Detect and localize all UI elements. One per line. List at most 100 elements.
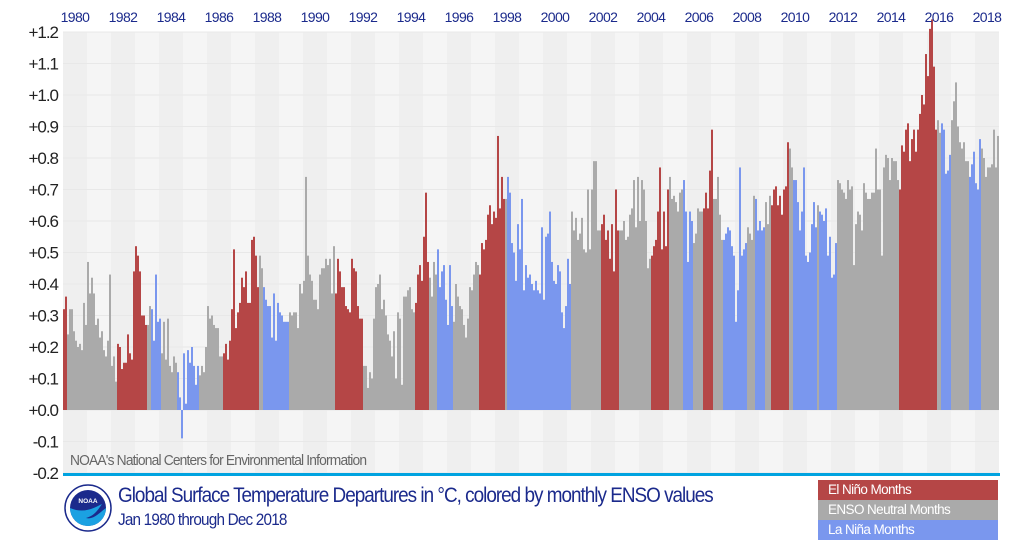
bar-2007-2 xyxy=(713,198,715,410)
bar-2002-1 xyxy=(591,189,593,410)
bar-1998-1 xyxy=(495,217,497,410)
bar-2003-4 xyxy=(621,230,623,410)
bar-2018-9 xyxy=(991,164,993,410)
bar-1985-11 xyxy=(203,372,205,410)
bar-2014-7 xyxy=(891,158,893,410)
bar-1989-5 xyxy=(287,321,289,410)
bar-2012-10 xyxy=(849,189,851,410)
bar-1989-9 xyxy=(295,312,297,410)
bar-2009-1 xyxy=(759,221,761,410)
bar-2002-4 xyxy=(597,230,599,410)
bar-2011-6 xyxy=(817,205,819,410)
bar-1987-6 xyxy=(241,277,243,410)
bar-1988-5 xyxy=(263,287,265,410)
bar-1986-5 xyxy=(215,328,217,410)
bar-2009-5 xyxy=(767,224,769,410)
bar-2004-2 xyxy=(641,180,643,410)
bar-2000-5 xyxy=(551,261,553,410)
bar-1983-8 xyxy=(149,306,151,410)
bar-1991-12 xyxy=(349,312,351,410)
bar-2000-11 xyxy=(563,328,565,410)
bar-1984-4 xyxy=(165,359,167,410)
bar-2010-11 xyxy=(803,167,805,410)
bar-2014-8 xyxy=(893,161,895,410)
bar-2016-6 xyxy=(937,120,939,410)
bar-1990-10 xyxy=(321,268,323,410)
bar-1991-10 xyxy=(345,306,347,410)
bar-2010-3 xyxy=(787,142,789,410)
bar-1991-3 xyxy=(331,293,333,410)
bar-2001-5 xyxy=(575,217,577,410)
bar-2015-2 xyxy=(905,129,907,410)
bar-2009-7 xyxy=(771,205,773,410)
bar-2013-1 xyxy=(855,224,857,410)
bar-2005-2 xyxy=(665,246,667,410)
bar-2016-12 xyxy=(949,154,951,410)
bar-2001-3 xyxy=(571,211,573,410)
bar-1997-4 xyxy=(477,265,479,410)
bar-1987-1 xyxy=(231,309,233,410)
bar-1994-6 xyxy=(409,287,411,410)
bar-1980-11 xyxy=(83,302,85,410)
bar-2014-2 xyxy=(881,255,883,410)
bar-1999-7 xyxy=(531,284,533,410)
bar-2001-7 xyxy=(579,233,581,410)
bar-1994-8 xyxy=(413,312,415,410)
bar-1998-3 xyxy=(499,208,501,410)
bar-1981-9 xyxy=(103,350,105,410)
bar-2016-4 xyxy=(933,66,935,411)
bar-1992-11 xyxy=(371,378,373,410)
bar-1989-1 xyxy=(279,312,281,410)
bar-1989-2 xyxy=(281,315,283,410)
y-tick-label: +1.0 xyxy=(28,86,58,105)
bar-2006-5 xyxy=(695,233,697,410)
bar-2000-12 xyxy=(565,306,567,410)
bar-1990-2 xyxy=(305,176,307,410)
bar-1982-9 xyxy=(127,334,129,410)
bar-1983-3 xyxy=(139,271,141,410)
chart-title: Global Surface Temperature Departures in… xyxy=(118,484,714,507)
bar-2005-8 xyxy=(677,211,679,410)
bar-1999-3 xyxy=(523,290,525,410)
bar-2011-3 xyxy=(811,224,813,410)
bar-2002-2 xyxy=(593,161,595,410)
bar-2000-6 xyxy=(553,280,555,410)
bar-1981-6 xyxy=(97,318,99,410)
bar-2014-11 xyxy=(899,189,901,410)
bar-2007-9 xyxy=(727,227,729,410)
bar-1986-2 xyxy=(209,318,211,410)
bar-1982-5 xyxy=(119,347,121,410)
bar-1981-5 xyxy=(95,324,97,410)
bar-2006-2 xyxy=(689,211,691,410)
bar-1980-3 xyxy=(67,334,69,410)
bar-1982-7 xyxy=(123,362,125,410)
bar-1991-1 xyxy=(327,265,329,410)
bar-1999-8 xyxy=(533,290,535,410)
bar-1998-6 xyxy=(505,198,507,410)
bar-1988-9 xyxy=(271,337,273,410)
bar-2016-1 xyxy=(927,76,929,410)
bar-2002-8 xyxy=(605,239,607,410)
bar-1983-7 xyxy=(147,324,149,410)
bar-2017-10 xyxy=(969,176,971,410)
bar-1994-7 xyxy=(411,309,413,410)
bar-1986-7 xyxy=(219,356,221,410)
bar-2003-10 xyxy=(633,180,635,410)
bar-1986-8 xyxy=(221,356,223,410)
bar-1995-2 xyxy=(425,192,427,410)
bar-2008-6 xyxy=(745,243,747,410)
bar-1989-7 xyxy=(291,315,293,410)
bar-2003-2 xyxy=(617,230,619,410)
svg-text:NOAA: NOAA xyxy=(78,498,97,505)
bar-1987-12 xyxy=(253,236,255,410)
bar-2002-9 xyxy=(607,230,609,410)
bar-1993-10 xyxy=(393,331,395,410)
bar-1985-1 xyxy=(183,353,185,410)
bar-1989-10 xyxy=(297,328,299,410)
bar-2014-3 xyxy=(883,167,885,410)
bar-2006-11 xyxy=(707,208,709,410)
bar-2000-2 xyxy=(545,236,547,410)
bar-1988-7 xyxy=(267,306,269,410)
bar-1999-5 xyxy=(527,277,529,410)
bar-1994-9 xyxy=(415,302,417,410)
